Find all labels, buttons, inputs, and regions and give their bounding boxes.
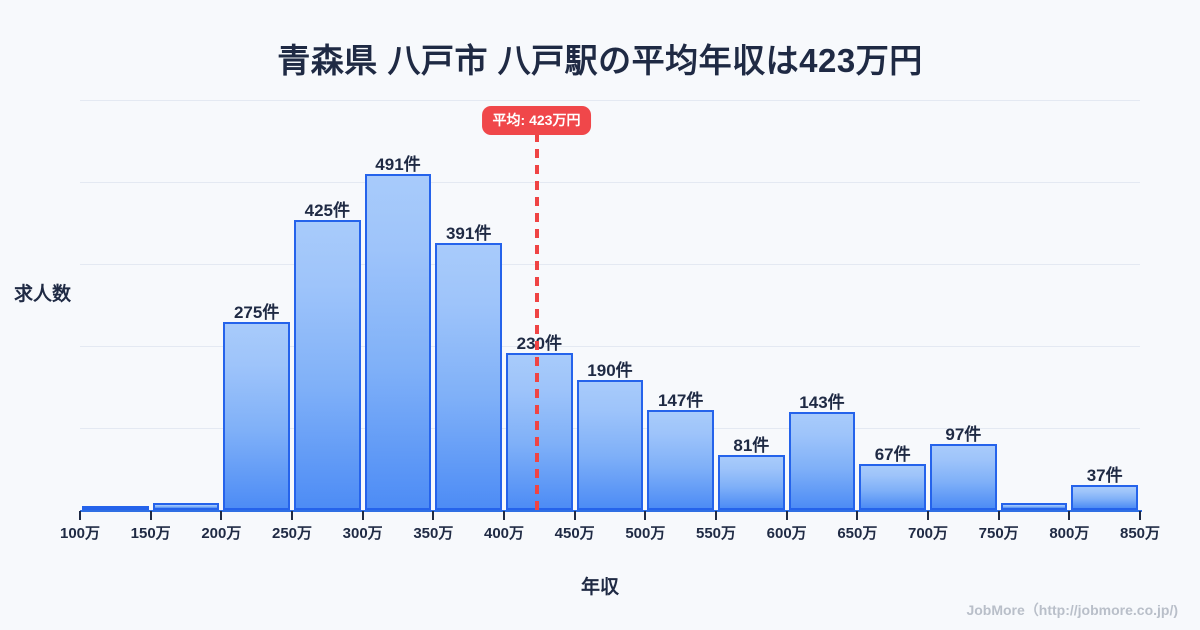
x-axis-tick-label: 850万 [1119,525,1161,542]
bar [506,353,573,510]
x-axis-title: 年収 [580,577,619,598]
x-axis-tick-label: 100万 [59,525,101,542]
x-axis-tick [361,511,364,520]
x-axis-tick [220,511,223,520]
x-axis-tick [291,511,293,520]
x-axis-tick [785,511,788,520]
bar [364,174,432,510]
x-axis-tick-label: 350万 [413,525,454,542]
bar [152,503,220,510]
bar [435,243,502,510]
bar-value-label: 425件 [304,201,351,220]
x-axis-tick [503,511,505,520]
x-axis-tick [644,511,647,520]
x-axis-tick-label: 550万 [695,525,737,542]
bar-value-label: 147件 [657,391,704,410]
bar [1071,485,1138,510]
x-axis-tick-label: 800万 [1049,525,1090,542]
bar-value-label: 97件 [945,425,982,444]
average-badge: 平均: 423万円 [481,106,592,135]
x-axis-tick-label: 150万 [130,525,171,542]
bar [859,464,926,510]
x-axis-tick-label: 250万 [271,525,313,542]
x-axis-tick [856,511,859,520]
x-axis-tick-label: 300万 [342,525,383,542]
bar-value-label: 67件 [874,445,911,464]
bar-value-label: 491件 [375,155,421,174]
average-line [534,133,539,512]
x-axis-tick-label: 500万 [625,525,666,542]
x-axis-line [80,510,1142,512]
x-axis-tick-label: 650万 [837,525,878,542]
bar-value-label: 81件 [733,436,770,455]
x-axis-tick [715,511,717,520]
bar [1000,503,1068,510]
bar [223,322,290,510]
x-axis-tick-label: 450万 [554,525,595,542]
x-axis-tick [997,511,1000,520]
gridline-500 [80,100,1140,101]
x-axis-tick [573,511,576,520]
bar [930,444,997,510]
gridline-200 [80,346,1140,347]
gridline-400 [80,182,1140,183]
bar [788,412,856,510]
x-axis-tick [1068,511,1071,520]
bar-value-label: 230件 [516,334,563,353]
page-title: 青森県 八戸市 八戸駅の平均年収は423万円 [277,42,923,79]
bar [82,506,149,510]
x-axis-tick [927,511,929,520]
x-axis-tick [1139,511,1141,520]
bar-value-label: 143件 [799,393,845,412]
x-axis-tick [79,511,81,520]
bar [294,220,361,510]
bar-value-label: 391件 [445,224,492,243]
x-axis-tick-label: 200万 [201,525,242,542]
x-axis-tick-label: 400万 [483,525,525,542]
bar-value-label: 37件 [1086,466,1123,485]
bar [576,380,644,510]
bar-value-label: 275件 [233,303,280,322]
x-axis-tick-label: 750万 [978,525,1019,542]
bar [647,410,714,510]
y-axis-title: 求人数 [14,284,72,305]
x-axis-tick [432,511,435,520]
x-axis-tick [149,511,152,520]
gridline-300 [80,264,1140,265]
bar-value-label: 190件 [587,361,633,380]
x-axis-tick-label: 600万 [766,525,807,542]
footer-watermark: JobMore（http://jobmore.co.jp/) [966,602,1178,618]
x-axis-tick-label: 700万 [907,525,949,542]
bar [718,455,785,510]
